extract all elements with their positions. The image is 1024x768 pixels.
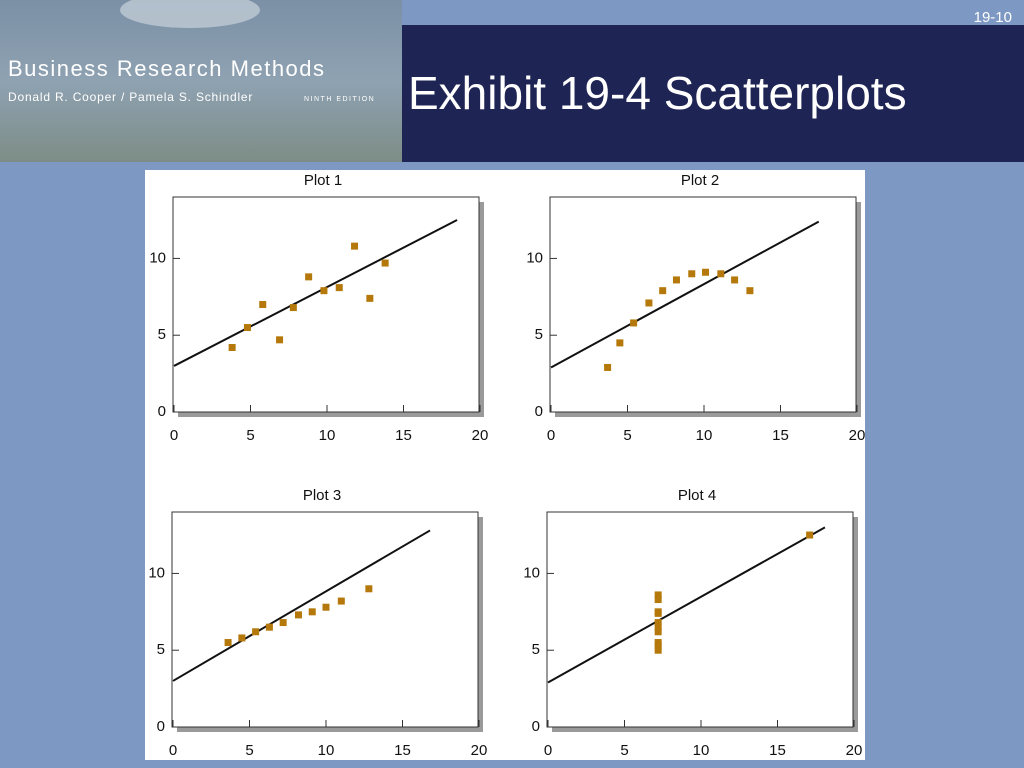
point [654,642,662,650]
x-tick-label: 10 [693,742,710,759]
point [322,603,330,611]
point [731,276,739,284]
x-tick-label: 10 [319,427,336,444]
y-tick-label: 5 [532,641,540,658]
point [659,287,667,295]
point [320,287,328,295]
y-tick-label: 5 [157,641,165,658]
x-tick-label: 10 [696,427,713,444]
x-tick-label: 15 [395,427,412,444]
point [335,284,343,292]
x-tick-label: 0 [170,427,178,444]
point [305,273,313,281]
x-tick-label: 0 [169,742,177,759]
point [717,270,725,278]
point [294,611,302,619]
slide-title: Exhibit 19-4 Scatterplots [408,67,907,119]
x-tick-label: 5 [623,427,631,444]
x-tick-label: 5 [620,742,628,759]
plot-title: Plot 3 [303,487,341,504]
point [654,596,662,604]
x-tick-label: 20 [471,742,488,759]
fit-line [172,529,431,682]
point [351,242,359,250]
y-tick-label: 0 [535,403,543,420]
point [672,276,680,284]
point [645,299,653,307]
y-tick-label: 0 [157,718,165,735]
point [238,634,246,642]
x-tick-label: 10 [318,742,335,759]
point [276,336,284,344]
x-tick-label: 5 [246,427,254,444]
plot-title: Plot 4 [678,487,716,504]
point [616,339,624,347]
y-tick-label: 0 [158,403,166,420]
point [702,268,710,276]
x-tick-label: 5 [245,742,253,759]
point [289,304,297,312]
y-tick-label: 10 [523,564,540,581]
plot-title: Plot 1 [304,172,342,189]
plot-title: Plot 2 [681,172,719,189]
x-tick-label: 20 [846,742,863,759]
y-tick-label: 10 [148,564,165,581]
point [366,294,374,302]
point [806,531,814,539]
point [259,301,267,308]
point [654,628,662,636]
point [654,619,662,627]
cloud [120,0,260,28]
book-title: Business Research Methods [8,56,326,81]
point [337,597,345,605]
authors: Donald R. Cooper / Pamela S. Schindler [8,90,253,104]
plot-frame [171,511,479,728]
x-tick-label: 20 [849,427,866,444]
x-tick-label: 15 [772,427,789,444]
point [746,287,754,295]
y-tick-label: 10 [149,249,166,266]
point [630,319,638,327]
edition: NINTH EDITION [304,96,375,103]
point [279,619,287,627]
point [224,639,232,647]
point [243,324,251,332]
point [688,270,696,278]
plot-frame [546,511,854,728]
point [252,628,260,636]
x-tick-label: 15 [394,742,411,759]
point [228,344,236,351]
plot-frame [172,196,480,413]
fit-line [173,219,458,367]
point [381,259,389,267]
point [654,646,662,654]
title-bar [402,25,1024,162]
point [265,623,273,631]
point [604,363,612,371]
fit-line [547,526,826,684]
x-tick-label: 0 [544,742,552,759]
point [654,591,662,599]
x-tick-label: 20 [472,427,489,444]
point [654,609,662,617]
point [654,623,662,631]
plot-frame [549,196,857,413]
point [308,608,316,616]
y-tick-label: 5 [158,326,166,343]
fit-line [550,220,820,369]
y-tick-label: 10 [526,249,543,266]
y-tick-label: 0 [532,718,540,735]
y-tick-label: 5 [535,326,543,343]
slide-number: 19-10 [974,9,1012,26]
point [365,585,373,593]
x-tick-label: 15 [769,742,786,759]
x-tick-label: 0 [547,427,555,444]
